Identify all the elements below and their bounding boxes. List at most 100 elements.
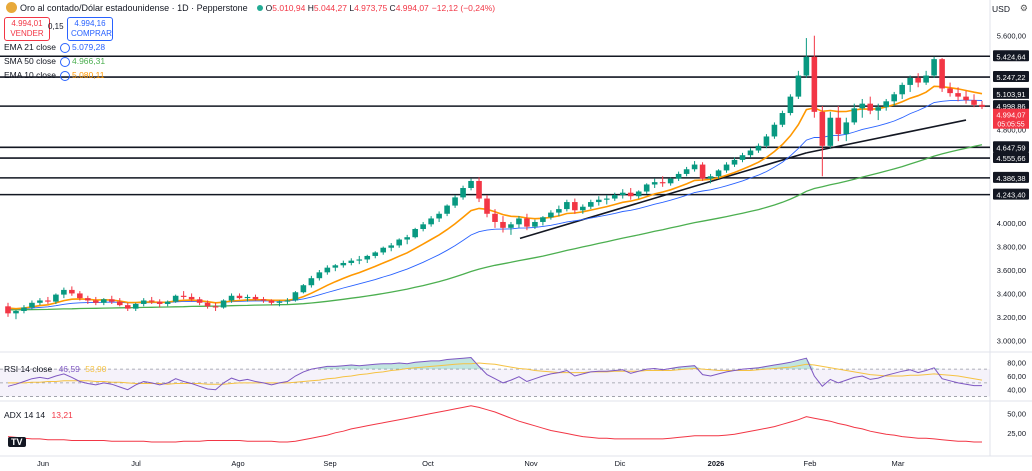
indicator-rsi[interactable]: RSI 14 close 46,59 53,90 — [4, 364, 107, 374]
settings-icon[interactable]: ⚙ — [1019, 3, 1028, 13]
rsi-tick-label: 60,00 — [1007, 372, 1026, 381]
candle-body — [699, 164, 706, 179]
price-tick-label: 4.000,00 — [997, 219, 1026, 228]
rsi-ma-value: 53,90 — [85, 364, 107, 374]
candle-body — [284, 300, 291, 302]
time-tick-label: Mar — [892, 459, 905, 468]
high-value: 5.044,27 — [313, 2, 347, 13]
candle-body — [931, 59, 937, 76]
candle-body — [548, 212, 554, 218]
currency-label[interactable]: USD — [992, 4, 1010, 14]
candle-body — [108, 299, 115, 302]
countdown-label: 05:05:55 — [997, 122, 1024, 129]
ema21-value: 5.079,28 — [71, 42, 106, 52]
rsi-tick-label: 40,00 — [1007, 386, 1026, 395]
candle-body — [252, 296, 259, 300]
price-tick-label: 3.200,00 — [997, 313, 1026, 322]
candle-body — [69, 289, 75, 294]
candle-body — [93, 300, 99, 303]
indicator-settings-icon[interactable] — [59, 56, 70, 67]
sell-button[interactable]: 4.994,01 VENDER — [4, 17, 50, 41]
candle-body — [172, 295, 179, 302]
indicator-ema10[interactable]: EMA 10 close 5.080,11 — [4, 70, 104, 81]
candle-body — [460, 188, 466, 198]
chart-header: Oro al contado/Dólar estadounidense · 1D… — [6, 2, 495, 13]
candle-body — [396, 239, 402, 246]
level-price-label: 4.647,59 — [996, 143, 1025, 152]
candle-body — [220, 300, 227, 308]
price-tick-label: 3.800,00 — [997, 243, 1026, 252]
candle-body — [85, 298, 91, 301]
candle-body — [595, 199, 602, 203]
indicator-adx[interactable]: ADX 14 14 13,21 — [4, 410, 73, 420]
time-tick-label: 2026 — [708, 459, 725, 468]
ema10-label: EMA 10 close — [4, 70, 56, 80]
time-tick-label: Dic — [615, 459, 626, 468]
candle-body — [564, 202, 570, 210]
rsi-line — [7, 356, 982, 391]
level-price-tag — [993, 50, 1029, 62]
candle-body — [324, 267, 331, 273]
candle-body — [603, 198, 610, 200]
candle-body — [61, 289, 67, 295]
time-tick-label: Jun — [37, 459, 49, 468]
candle-body — [244, 296, 251, 299]
candle-body — [156, 301, 163, 304]
price-tick-label: 3.600,00 — [997, 266, 1026, 275]
candle-body — [380, 247, 387, 253]
indicator-sma50[interactable]: SMA 50 close 4.966,31 — [4, 56, 105, 67]
candle-body — [899, 84, 905, 95]
price-tag-label: 5.103,91 — [996, 90, 1025, 99]
rsi-tick-label: 80,00 — [1007, 358, 1026, 367]
candle-body — [140, 300, 147, 304]
adx-label: ADX 14 14 — [4, 410, 46, 420]
indicator-ema21[interactable]: EMA 21 close 5.079,28 — [4, 42, 105, 53]
indicator-settings-icon[interactable] — [59, 42, 70, 53]
symbol-title[interactable]: Oro al contado/Dólar estadounidense · 1D… — [20, 2, 248, 13]
candle-body — [739, 155, 746, 160]
sell-price: 4.994,01 — [11, 19, 43, 28]
rsi-label: RSI 14 close — [4, 364, 53, 374]
sell-label: VENDER — [10, 29, 44, 38]
level-price-tag — [993, 171, 1029, 183]
candle-body — [779, 113, 786, 125]
candle-body — [787, 96, 794, 114]
candle-body — [891, 94, 897, 102]
candle-body — [540, 217, 546, 222]
candle-body — [915, 77, 921, 83]
candle-body — [683, 169, 690, 174]
candle-body — [532, 221, 538, 227]
candle-body — [516, 218, 522, 225]
buy-button[interactable]: 4.994,16 COMPRAR — [67, 17, 113, 41]
candle-body — [827, 117, 834, 146]
candle-body — [795, 75, 802, 97]
candle-body — [635, 191, 642, 197]
price-tick-label: 5.600,00 — [997, 32, 1026, 41]
candle-body — [627, 192, 634, 197]
low-value: 4.973,75 — [354, 2, 388, 13]
time-tick-label: Oct — [422, 459, 435, 468]
candle-body — [484, 198, 490, 214]
open-value: 5.010,94 — [272, 2, 306, 13]
trendline — [519, 152, 807, 240]
candle-body — [859, 103, 866, 109]
candle-body — [947, 88, 953, 94]
candle-body — [556, 209, 562, 213]
candle-body — [468, 180, 474, 188]
indicator-settings-icon[interactable] — [59, 70, 70, 81]
candle-body — [348, 260, 355, 263]
candle-body — [643, 184, 650, 192]
adx-tick-label: 50,00 — [1007, 410, 1026, 419]
candle-body — [276, 301, 283, 303]
candle-body — [755, 145, 762, 151]
candle-body — [13, 311, 19, 314]
candle-body — [124, 305, 131, 309]
candle-body — [300, 285, 307, 293]
candle-body — [372, 252, 379, 256]
candle-body — [667, 178, 674, 184]
candle-body — [619, 192, 626, 196]
candle-body — [707, 176, 714, 179]
candle-body — [180, 295, 187, 297]
candle-body — [691, 164, 698, 170]
